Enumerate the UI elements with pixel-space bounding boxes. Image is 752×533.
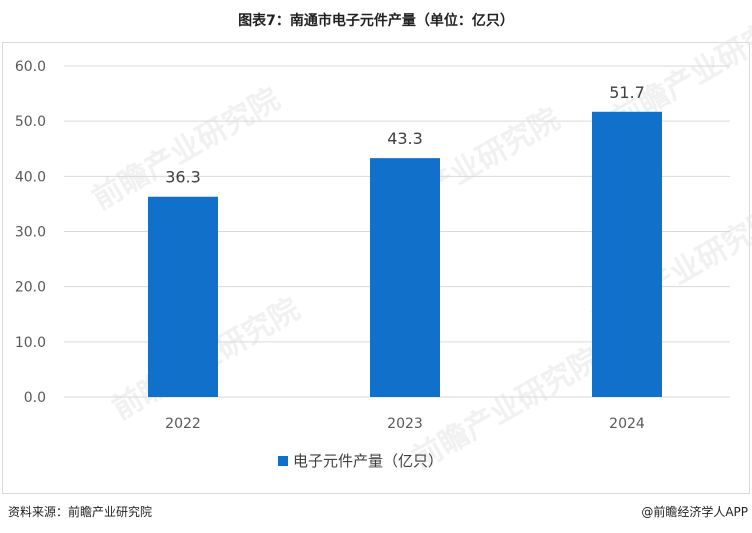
x-tick-labels: 2022 2023 2024 bbox=[165, 416, 645, 432]
data-label-2023: 43.3 bbox=[387, 129, 423, 148]
legend: 电子元件产量（亿只） bbox=[278, 452, 443, 470]
bar-2023 bbox=[370, 158, 440, 397]
chart-title: 图表7：南通市电子元件产量（单位：亿只） bbox=[238, 13, 514, 29]
y-tick-label: 30.0 bbox=[15, 225, 46, 241]
x-tick-label-2022: 2022 bbox=[165, 416, 201, 432]
x-tick-label-2023: 2023 bbox=[387, 416, 423, 432]
x-tick-label-2024: 2024 bbox=[609, 416, 645, 432]
y-tick-labels: 0.0 10.0 20.0 30.0 40.0 50.0 60.0 bbox=[15, 59, 46, 406]
y-tick-label: 10.0 bbox=[15, 335, 46, 351]
bar-2024 bbox=[592, 111, 662, 397]
y-tick-label: 0.0 bbox=[24, 390, 46, 406]
data-label-2022: 36.3 bbox=[165, 168, 201, 187]
y-tick-label: 60.0 bbox=[15, 59, 46, 75]
y-tick-label: 50.0 bbox=[15, 114, 46, 130]
footer: 资料来源：前瞻产业研究院 @前瞻经济学人APP bbox=[0, 503, 752, 525]
bar-2022 bbox=[148, 196, 218, 397]
credit-note: @前瞻经济学人APP bbox=[641, 505, 748, 519]
legend-swatch bbox=[278, 456, 288, 466]
y-tick-label: 40.0 bbox=[15, 169, 46, 185]
bars bbox=[148, 111, 662, 397]
source-note: 资料来源：前瞻产业研究院 bbox=[8, 505, 153, 519]
legend-label: 电子元件产量（亿只） bbox=[293, 452, 443, 470]
y-tick-label: 20.0 bbox=[15, 280, 46, 296]
chart-frame bbox=[2, 42, 750, 494]
data-labels: 36.3 43.3 51.7 bbox=[165, 83, 645, 187]
watermark-text: 前瞻产业研究院 bbox=[87, 82, 286, 217]
data-label-2024: 51.7 bbox=[609, 83, 645, 102]
